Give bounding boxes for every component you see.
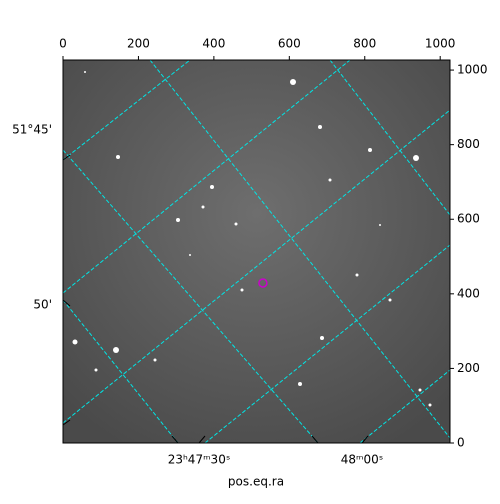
marker bbox=[258, 278, 268, 288]
x-tick-label: 400 bbox=[202, 37, 225, 51]
x-tick-label: 200 bbox=[127, 37, 150, 51]
y-tick-label: 200 bbox=[457, 361, 480, 375]
world-ticks bbox=[62, 154, 369, 444]
x-tick-label: 600 bbox=[278, 37, 301, 51]
x-axis-label: pos.eq.ra bbox=[228, 475, 284, 489]
stars bbox=[72, 71, 432, 407]
x-tick-label: 800 bbox=[353, 37, 376, 51]
sky-image bbox=[63, 60, 450, 443]
dec-tick-label: 51°45' bbox=[12, 123, 52, 137]
y-tick-label: 0 bbox=[457, 436, 465, 450]
dec-tick-label: 50' bbox=[33, 298, 52, 312]
coordinate-grid bbox=[63, 60, 450, 443]
y-tick-label: 1000 bbox=[457, 63, 488, 77]
y-tick-label: 800 bbox=[457, 137, 480, 151]
y-tick-label: 400 bbox=[457, 286, 480, 300]
x-tick-label: 1000 bbox=[425, 37, 456, 51]
x-tick-label: 0 bbox=[59, 37, 67, 51]
ra-tick-label: 23ʰ47ᵐ30ˢ bbox=[168, 453, 231, 467]
ra-tick-label: 48ᵐ00ˢ bbox=[341, 453, 384, 467]
plot-frame bbox=[62, 59, 451, 444]
y-tick-label: 600 bbox=[457, 212, 480, 226]
